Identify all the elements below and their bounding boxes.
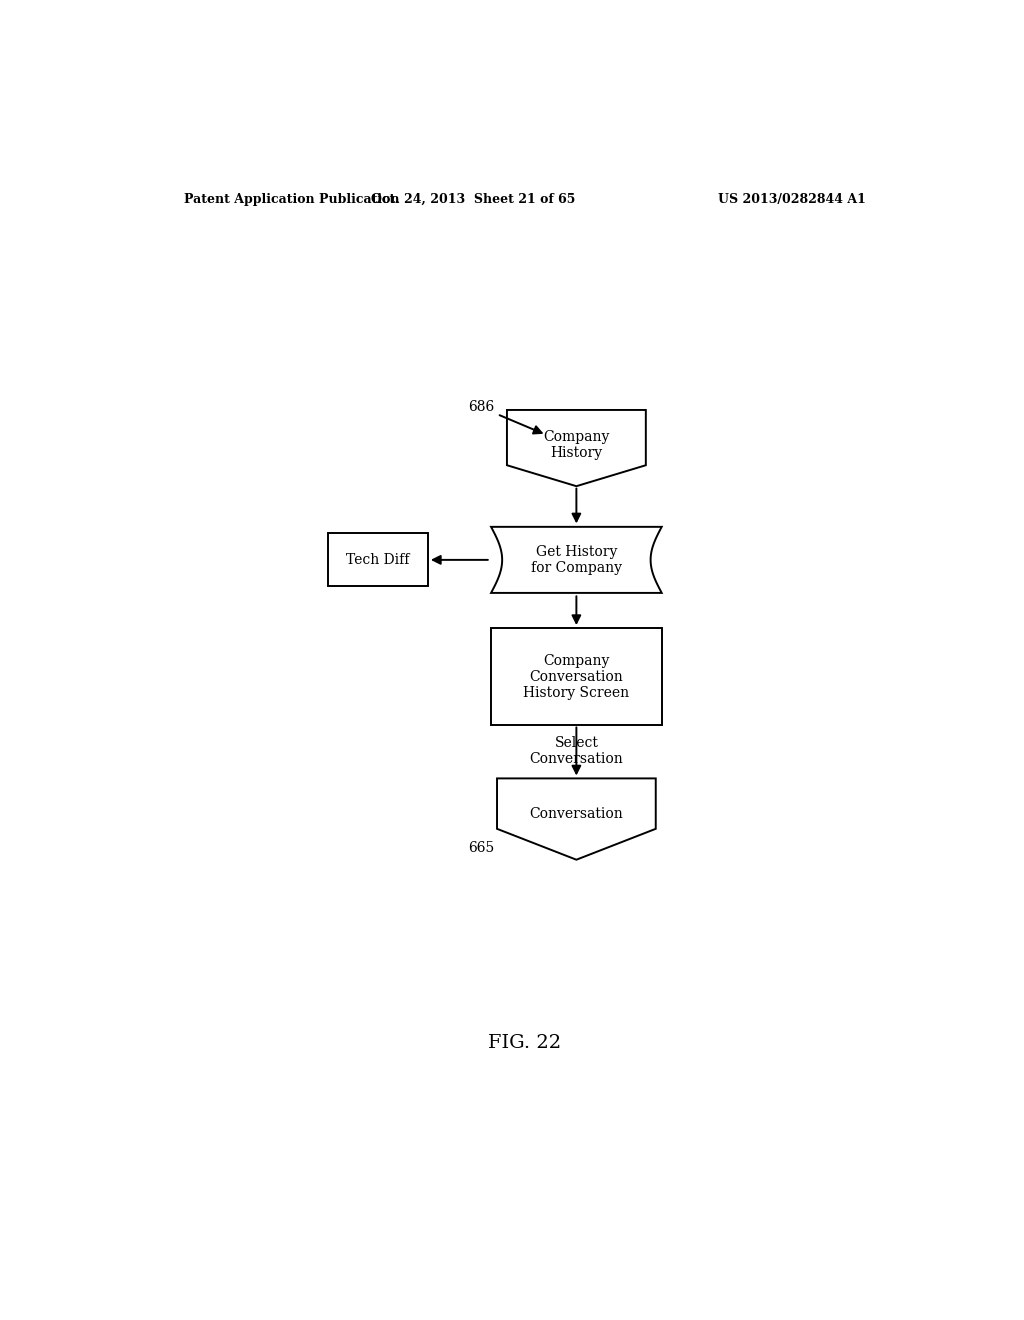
Text: Conversation: Conversation: [529, 808, 624, 821]
Text: Tech Diff: Tech Diff: [346, 553, 410, 566]
Text: US 2013/0282844 A1: US 2013/0282844 A1: [718, 193, 866, 206]
Text: Patent Application Publication: Patent Application Publication: [183, 193, 399, 206]
Text: Company
History: Company History: [543, 430, 609, 461]
Text: 665: 665: [468, 841, 495, 854]
Text: Select
Conversation: Select Conversation: [529, 735, 624, 766]
Bar: [329, 533, 428, 586]
Text: Oct. 24, 2013  Sheet 21 of 65: Oct. 24, 2013 Sheet 21 of 65: [371, 193, 575, 206]
Bar: [492, 628, 662, 725]
Text: Get History
for Company: Get History for Company: [530, 545, 622, 576]
Text: Company
Conversation
History Screen: Company Conversation History Screen: [523, 653, 630, 700]
Text: FIG. 22: FIG. 22: [488, 1034, 561, 1052]
Text: 686: 686: [468, 400, 542, 433]
